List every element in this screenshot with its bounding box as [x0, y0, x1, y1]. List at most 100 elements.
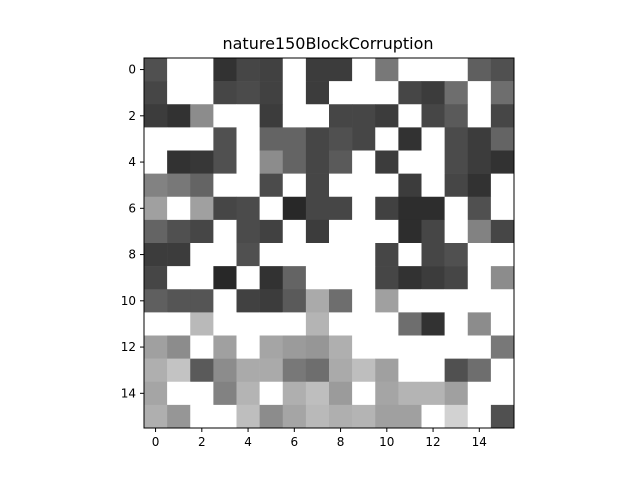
heatmap-cell-r10-c13 — [444, 289, 469, 313]
heatmap-cell-r11-c2 — [190, 312, 214, 336]
heatmap-cell-r5-c7 — [305, 173, 330, 198]
heatmap-cell-r10-c7 — [305, 289, 330, 313]
heatmap-cell-r1-c0 — [144, 81, 168, 105]
heatmap-cell-r8-c13 — [444, 243, 469, 267]
heatmap-cell-r4-c5 — [259, 150, 284, 174]
heatmap-cell-r9-c8 — [329, 266, 353, 290]
heatmap-cell-r10-c5 — [259, 289, 284, 313]
heatmap-cell-r5-c11 — [398, 173, 422, 198]
heatmap-cell-r12-c7 — [305, 335, 330, 359]
heatmap-cell-r7-c13 — [444, 219, 469, 244]
heatmap-cell-r3-c4 — [236, 127, 260, 151]
heatmap-cell-r12-c13 — [444, 335, 469, 359]
heatmap-cell-r11-c1 — [167, 312, 191, 336]
heatmap-cell-r14-c9 — [352, 381, 376, 406]
heatmap-cell-r15-c9 — [352, 404, 376, 429]
heatmap-cell-r6-c4 — [236, 196, 260, 221]
heatmap-cell-r8-c12 — [421, 243, 445, 267]
heatmap-cell-r1-c7 — [305, 81, 330, 105]
heatmap-cell-r5-c15 — [490, 173, 515, 198]
x-tick-label: 10 — [379, 435, 394, 449]
heatmap-cell-r8-c9 — [352, 243, 376, 267]
heatmap-cell-r15-c11 — [398, 404, 422, 429]
x-axis: 0 2 4 6 8 10 12 14 — [152, 428, 487, 449]
heatmap-cell-r11-c8 — [329, 312, 353, 336]
heatmap-cell-r1-c1 — [167, 81, 191, 105]
heatmap-cells — [144, 58, 515, 429]
heatmap-cell-r6-c1 — [167, 196, 191, 221]
plot-frame — [143, 57, 515, 429]
heatmap-cell-r8-c14 — [467, 243, 492, 267]
heatmap-cell-r4-c15 — [490, 150, 515, 174]
heatmap-cell-r4-c3 — [213, 150, 237, 174]
heatmap-cell-r2-c5 — [259, 104, 284, 128]
y-tick-label: 14 — [121, 386, 136, 400]
heatmap-cell-r11-c12 — [421, 312, 445, 336]
heatmap-cell-r11-c9 — [352, 312, 376, 336]
heatmap-cell-r14-c11 — [398, 381, 422, 406]
heatmap-cell-r6-c8 — [329, 196, 353, 221]
heatmap-cell-r8-c8 — [329, 243, 353, 267]
heatmap-cell-r11-c0 — [144, 312, 168, 336]
heatmap-cell-r10-c15 — [490, 289, 515, 313]
heatmap-cell-r11-c13 — [444, 312, 469, 336]
y-axis: 0 2 4 6 8 10 12 14 — [121, 63, 144, 400]
heatmap-cell-r7-c0 — [144, 219, 168, 244]
heatmap-cell-r8-c5 — [259, 243, 284, 267]
y-tick-label: 8 — [128, 248, 136, 262]
heatmap-cell-r12-c14 — [467, 335, 492, 359]
heatmap-cell-r13-c8 — [329, 358, 353, 383]
heatmap-cell-r11-c11 — [398, 312, 422, 336]
heatmap-cell-r14-c10 — [375, 381, 399, 406]
heatmap-cell-r7-c15 — [490, 219, 515, 244]
heatmap-cell-r5-c6 — [282, 173, 307, 198]
heatmap-cell-r2-c7 — [305, 104, 330, 128]
heatmap-cell-r10-c6 — [282, 289, 307, 313]
heatmap-cell-r11-c14 — [467, 312, 492, 336]
y-tick-label: 0 — [128, 63, 136, 77]
heatmap-cell-r9-c11 — [398, 266, 422, 290]
heatmap-cell-r0-c4 — [236, 58, 260, 82]
heatmap-cell-r7-c2 — [190, 219, 214, 244]
heatmap-cell-r12-c0 — [144, 335, 168, 359]
heatmap-cell-r9-c14 — [467, 266, 492, 290]
heatmap-cell-r3-c12 — [421, 127, 445, 151]
heatmap-cell-r7-c12 — [421, 219, 445, 244]
heatmap-cell-r1-c12 — [421, 81, 445, 105]
heatmap-cell-r0-c12 — [421, 58, 445, 82]
heatmap-cell-r0-c6 — [282, 58, 307, 82]
heatmap-cell-r9-c7 — [305, 266, 330, 290]
x-tick-label: 8 — [337, 435, 345, 449]
heatmap-cell-r1-c5 — [259, 81, 284, 105]
heatmap-cell-r13-c3 — [213, 358, 237, 383]
heatmap-cell-r2-c3 — [213, 104, 237, 128]
heatmap-cell-r6-c6 — [282, 196, 307, 221]
heatmap-cell-r7-c11 — [398, 219, 422, 244]
heatmap-cell-r5-c0 — [144, 173, 168, 198]
y-tick-label: 4 — [128, 155, 136, 169]
heatmap-cell-r10-c8 — [329, 289, 353, 313]
heatmap-cell-r8-c7 — [305, 243, 330, 267]
heatmap-cell-r12-c11 — [398, 335, 422, 359]
heatmap-cell-r11-c4 — [236, 312, 260, 336]
heatmap-cell-r7-c6 — [282, 219, 307, 244]
chart-title: nature150BlockCorruption — [222, 34, 433, 53]
heatmap-cell-r2-c14 — [467, 104, 492, 128]
heatmap-cell-r3-c10 — [375, 127, 399, 151]
heatmap-cell-r2-c13 — [444, 104, 469, 128]
heatmap-cell-r4-c13 — [444, 150, 469, 174]
heatmap-cell-r6-c0 — [144, 196, 168, 221]
heatmap-cell-r12-c2 — [190, 335, 214, 359]
heatmap-cell-r5-c8 — [329, 173, 353, 198]
heatmap-cell-r10-c3 — [213, 289, 237, 313]
heatmap-cell-r5-c1 — [167, 173, 191, 198]
heatmap-cell-r13-c10 — [375, 358, 399, 383]
heatmap-cell-r14-c8 — [329, 381, 353, 406]
heatmap-cell-r4-c9 — [352, 150, 376, 174]
heatmap-cell-r4-c14 — [467, 150, 492, 174]
heatmap-cell-r10-c10 — [375, 289, 399, 313]
heatmap-cell-r13-c4 — [236, 358, 260, 383]
heatmap-cell-r12-c1 — [167, 335, 191, 359]
heatmap-cell-r5-c5 — [259, 173, 284, 198]
